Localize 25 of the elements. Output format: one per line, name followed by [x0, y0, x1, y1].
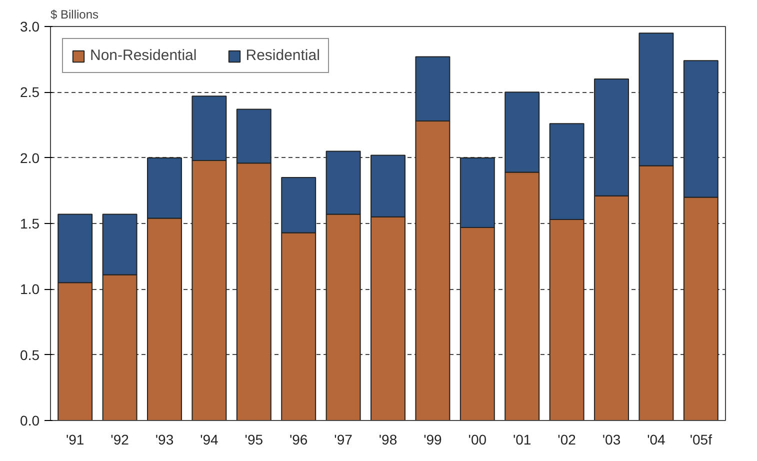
y-tick-label: 3.0	[20, 18, 40, 34]
x-tick-label: '01	[512, 432, 532, 448]
x-tick-label: '99	[424, 432, 442, 448]
x-tick-label: '95	[244, 432, 264, 448]
x-tick-label: '05f	[690, 432, 712, 448]
y-axis-title: $ Billions	[50, 8, 99, 22]
x-tick-label: '91	[66, 432, 84, 448]
y-tick-label: 0.5	[20, 346, 40, 363]
x-tick-label: '04	[647, 432, 666, 448]
x-tick-label: '00	[468, 432, 487, 448]
y-tick-label: 1.0	[20, 281, 40, 298]
x-tick-label: '03	[602, 432, 621, 448]
x-tick-label: '93	[155, 432, 174, 448]
legend-label: Residential	[246, 47, 320, 64]
x-tick-label: '92	[110, 432, 130, 448]
x-tick-label: '96	[289, 432, 308, 448]
y-tick-label: 2.5	[20, 84, 40, 100]
y-tick-label: 1.5	[20, 216, 40, 232]
y-tick-label: 2.0	[20, 150, 40, 166]
x-tick-label: '02	[558, 432, 576, 448]
x-tick-label: '98	[378, 432, 398, 448]
x-tick-label: '97	[334, 432, 353, 448]
x-tick-label: '94	[200, 432, 219, 448]
legend-label: Non-Residential	[90, 47, 197, 64]
y-tick-label: 0.0	[20, 412, 40, 428]
